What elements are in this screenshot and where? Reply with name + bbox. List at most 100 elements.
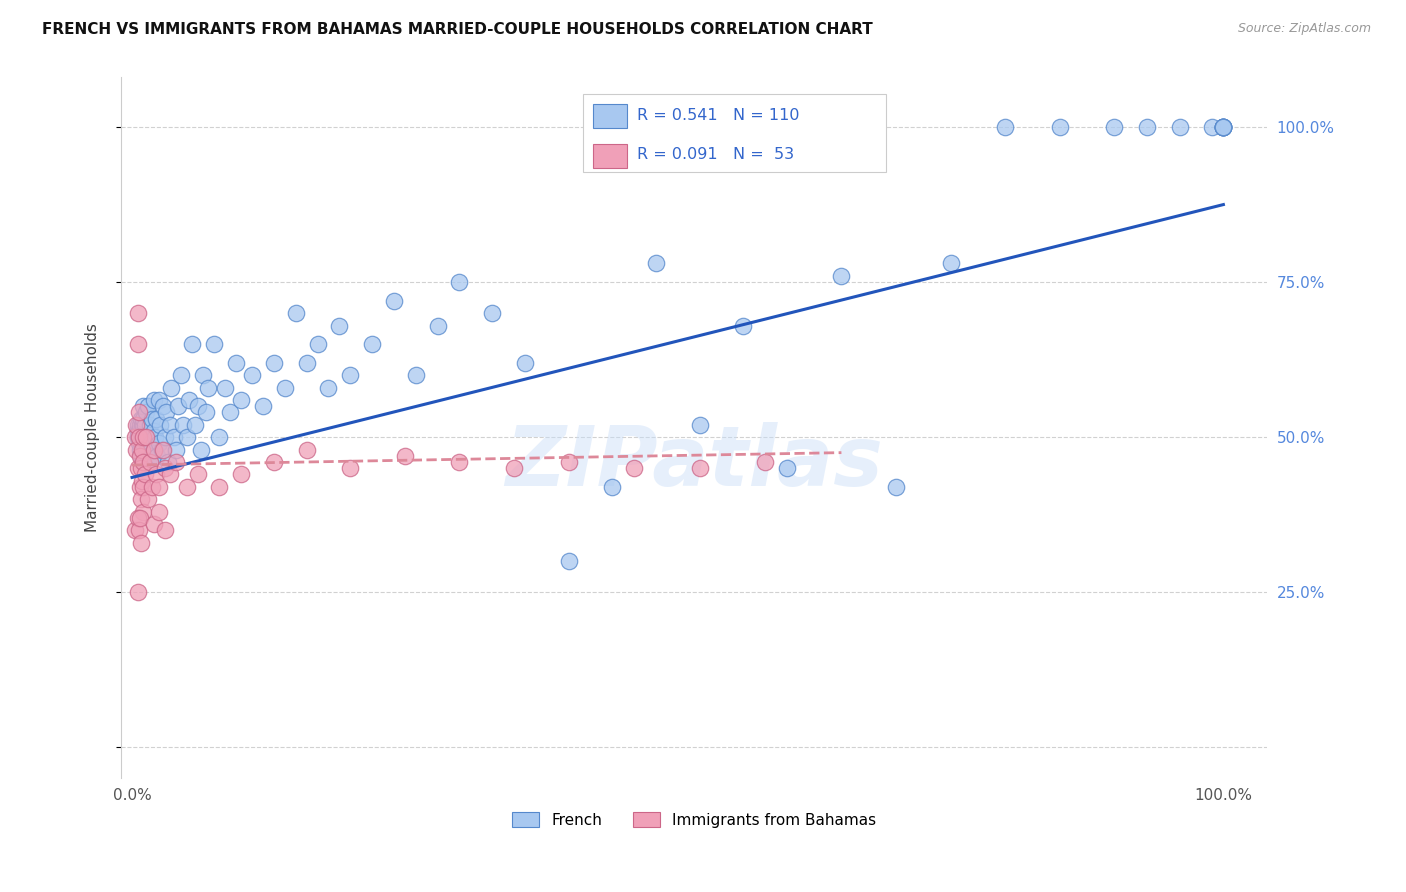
Point	[124, 430, 146, 444]
Point	[159, 417, 181, 432]
Point	[689, 417, 711, 432]
Point	[1049, 120, 1071, 134]
Point	[165, 455, 187, 469]
Point	[127, 510, 149, 524]
Point	[152, 399, 174, 413]
Point	[197, 380, 219, 394]
Point	[1201, 120, 1223, 134]
Point	[240, 368, 263, 383]
Point	[127, 430, 149, 444]
Point	[225, 356, 247, 370]
Point	[132, 455, 155, 469]
Point	[644, 256, 666, 270]
Point	[127, 585, 149, 599]
Point	[1212, 120, 1234, 134]
Point	[142, 516, 165, 531]
Point	[138, 399, 160, 413]
Point	[405, 368, 427, 383]
Point	[184, 417, 207, 432]
Point	[138, 430, 160, 444]
Point	[128, 480, 150, 494]
Point	[172, 417, 194, 432]
Point	[939, 256, 962, 270]
Point	[132, 411, 155, 425]
Point	[125, 417, 148, 432]
Point	[142, 392, 165, 407]
Point	[733, 318, 755, 333]
Point	[339, 368, 361, 383]
Text: ZIPatlas: ZIPatlas	[505, 423, 883, 503]
Point	[167, 399, 190, 413]
Point	[142, 424, 165, 438]
Point	[1212, 120, 1234, 134]
Point	[263, 455, 285, 469]
Point	[318, 380, 340, 394]
Point	[127, 424, 149, 438]
Point	[152, 442, 174, 457]
Text: FRENCH VS IMMIGRANTS FROM BAHAMAS MARRIED-COUPLE HOUSEHOLDS CORRELATION CHART: FRENCH VS IMMIGRANTS FROM BAHAMAS MARRIE…	[42, 22, 873, 37]
Point	[155, 405, 177, 419]
Point	[557, 554, 579, 568]
Point	[143, 430, 166, 444]
Text: R = 0.091   N =  53: R = 0.091 N = 53	[637, 147, 794, 161]
Legend: French, Immigrants from Bahamas: French, Immigrants from Bahamas	[506, 805, 883, 834]
Point	[1212, 120, 1234, 134]
Point	[394, 449, 416, 463]
Text: R = 0.541   N = 110: R = 0.541 N = 110	[637, 108, 800, 122]
Point	[128, 417, 150, 432]
Point	[129, 535, 152, 549]
Point	[181, 337, 204, 351]
Point	[134, 467, 156, 482]
Point	[190, 442, 212, 457]
Point	[135, 430, 157, 444]
Point	[128, 430, 150, 444]
Point	[128, 424, 150, 438]
Point	[141, 480, 163, 494]
Point	[157, 455, 180, 469]
Point	[186, 399, 208, 413]
Point	[557, 455, 579, 469]
Point	[274, 380, 297, 394]
Point	[148, 392, 170, 407]
Point	[132, 430, 155, 444]
Point	[153, 430, 176, 444]
Point	[148, 436, 170, 450]
Point	[132, 417, 155, 432]
Point	[141, 411, 163, 425]
Point	[994, 120, 1017, 134]
Point	[131, 442, 153, 457]
Point	[132, 455, 155, 469]
Point	[128, 449, 150, 463]
Point	[142, 442, 165, 457]
Point	[382, 293, 405, 308]
Point	[138, 455, 160, 469]
Point	[176, 480, 198, 494]
Point	[284, 306, 307, 320]
Point	[132, 442, 155, 457]
Point	[884, 480, 907, 494]
Text: Source: ZipAtlas.com: Source: ZipAtlas.com	[1237, 22, 1371, 36]
Point	[139, 436, 162, 450]
Point	[150, 442, 173, 457]
Point	[129, 492, 152, 507]
Point	[1136, 120, 1159, 134]
Point	[295, 356, 318, 370]
Point	[295, 442, 318, 457]
Point	[131, 417, 153, 432]
Point	[328, 318, 350, 333]
Point	[127, 306, 149, 320]
Point	[776, 461, 799, 475]
Point	[125, 442, 148, 457]
Point	[131, 436, 153, 450]
Point	[132, 504, 155, 518]
Point	[138, 455, 160, 469]
Point	[135, 405, 157, 419]
Point	[177, 392, 200, 407]
Point	[128, 510, 150, 524]
Y-axis label: Married-couple Households: Married-couple Households	[86, 324, 100, 533]
Point	[1168, 120, 1191, 134]
Point	[449, 455, 471, 469]
Point	[134, 449, 156, 463]
Point	[361, 337, 384, 351]
Point	[689, 461, 711, 475]
